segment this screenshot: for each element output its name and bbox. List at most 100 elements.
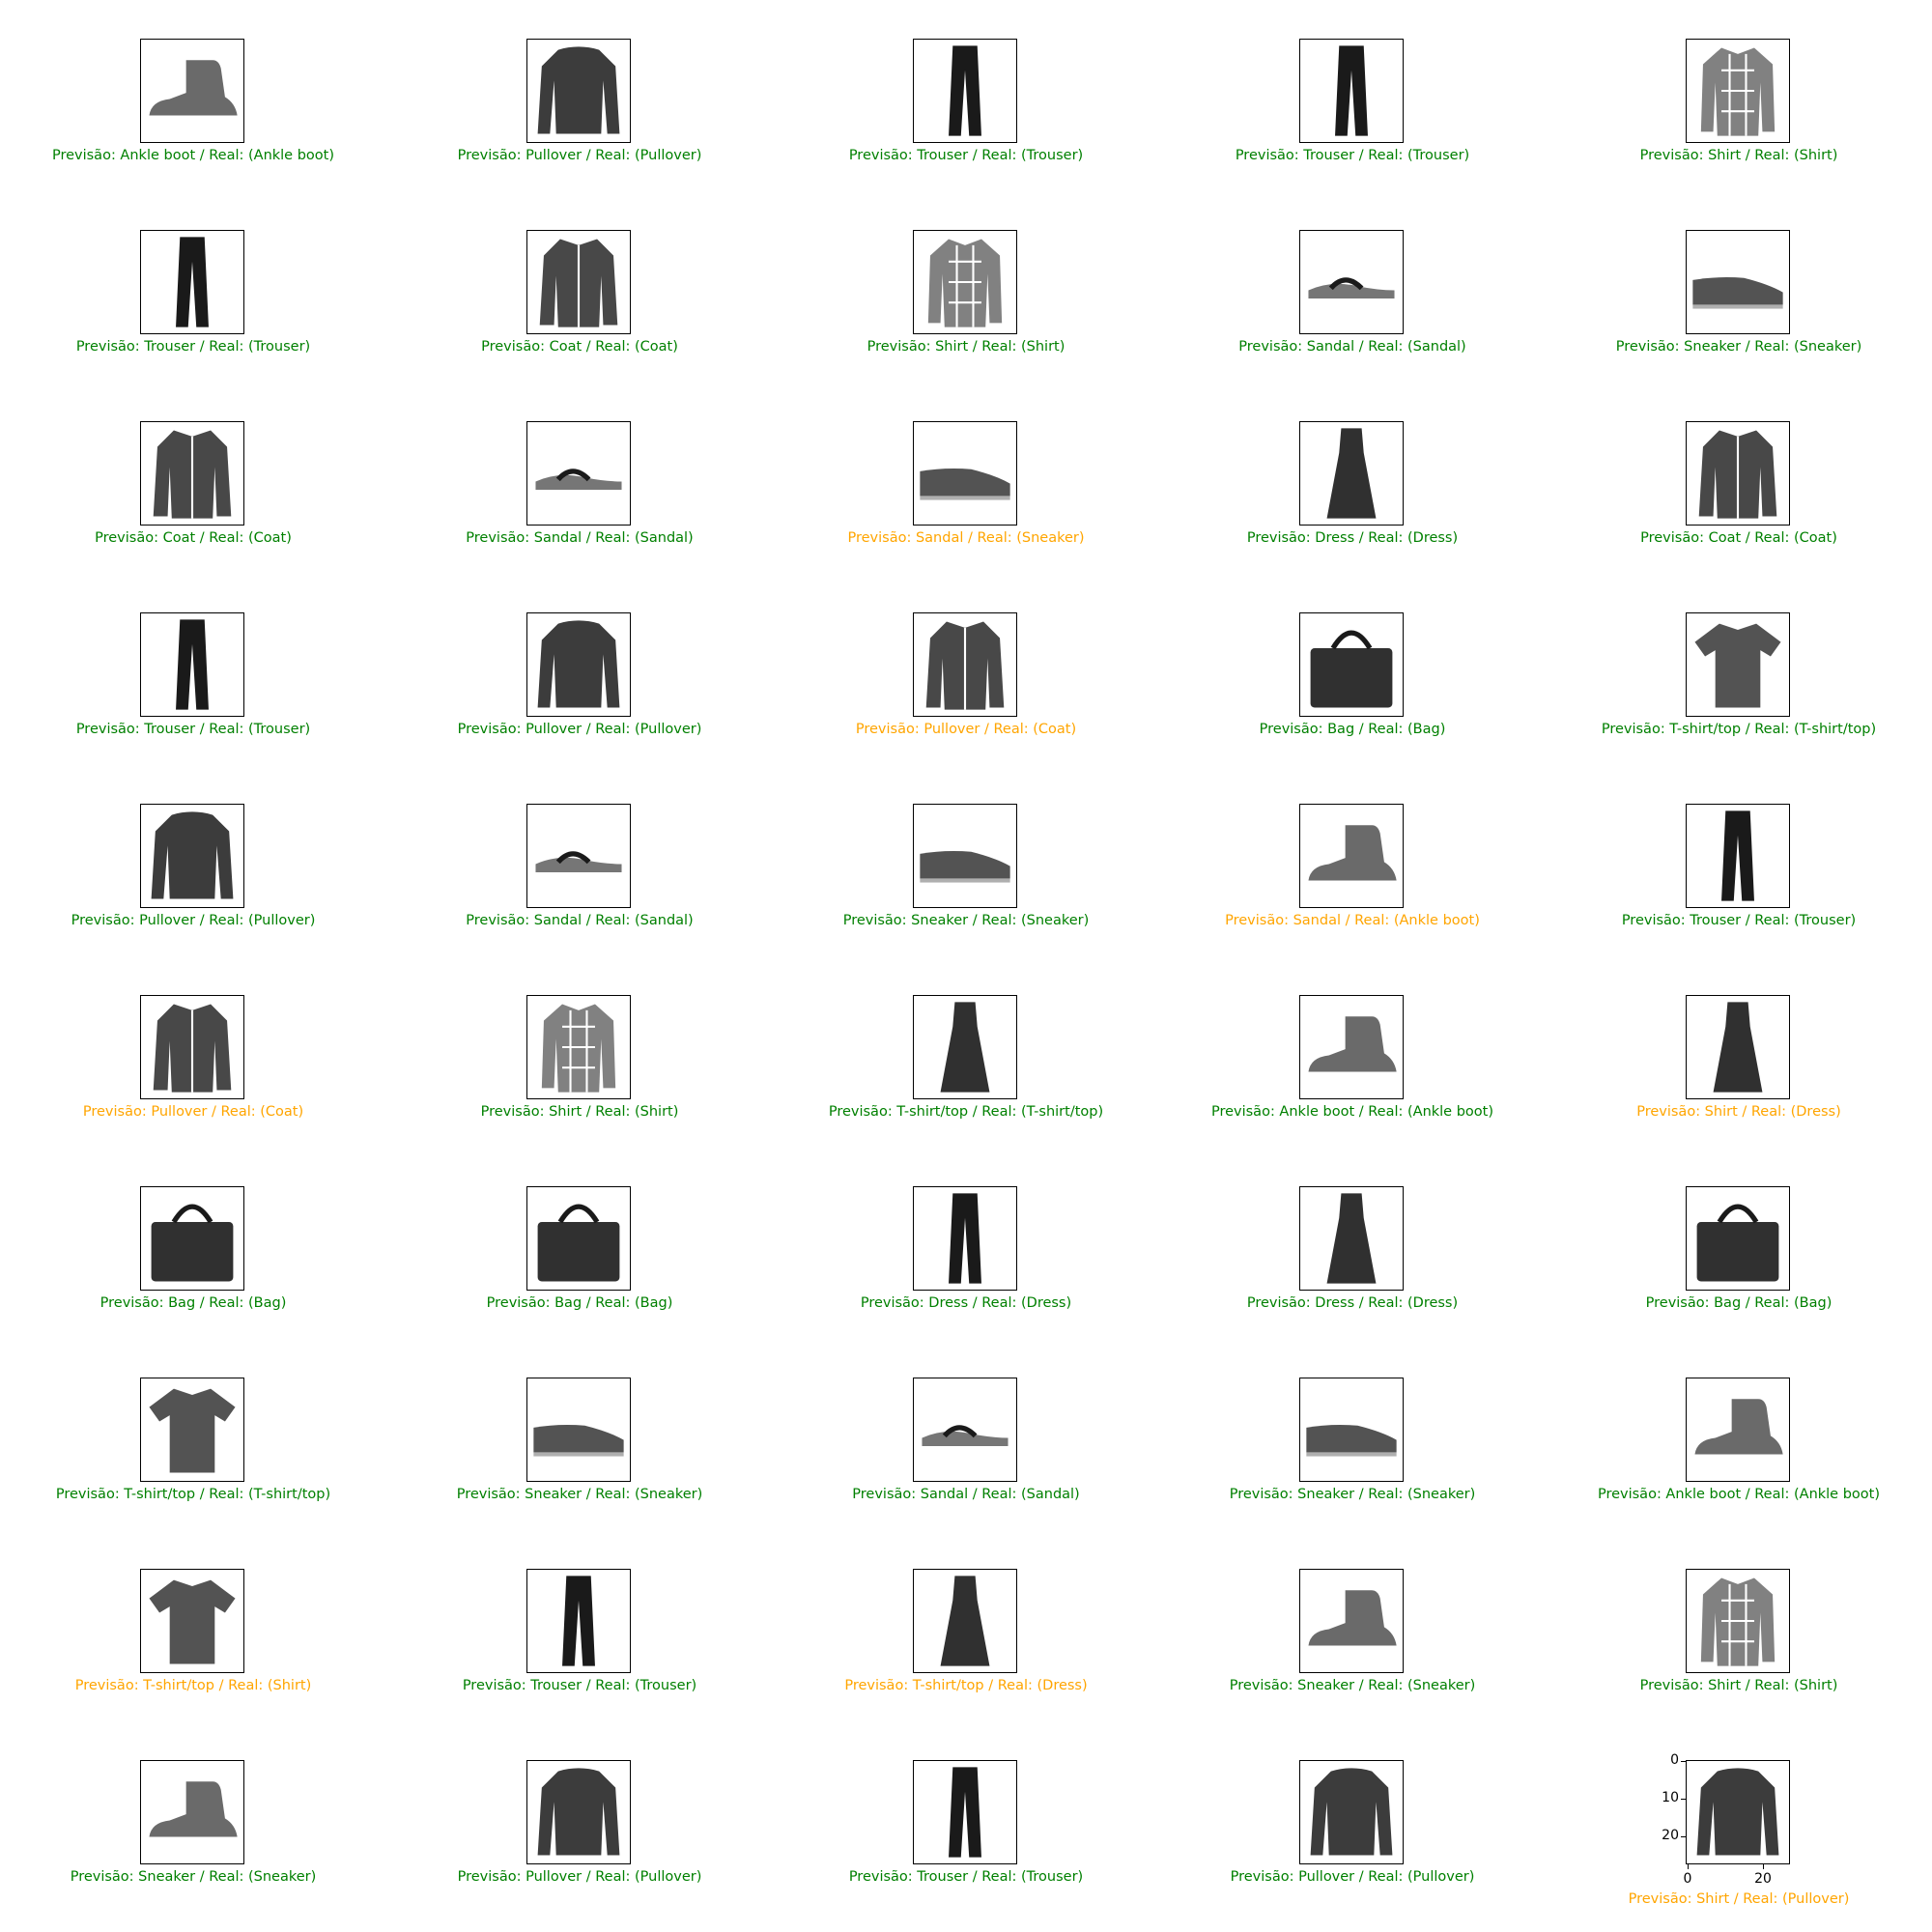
prediction-panel: Previsão: Sandal / Real: (Sandal): [1159, 191, 1546, 383]
prediction-panel: Previsão: Trouser / Real: (Trouser): [0, 191, 386, 383]
garment-thumbnail: [1299, 421, 1404, 526]
x-tick-label: 0: [1683, 1871, 1692, 1887]
prediction-panel: Previsão: Trouser / Real: (Trouser): [386, 1530, 773, 1721]
coat-icon: [153, 1004, 232, 1093]
prediction-caption: Previsão: Ankle boot / Real: (Ankle boot…: [51, 148, 335, 163]
prediction-panel: Previsão: Pullover / Real: (Coat): [0, 956, 386, 1148]
prediction-caption: Previsão: Dress / Real: (Dress): [860, 1295, 1072, 1311]
prediction-panel: Previsão: Trouser / Real: (Trouser): [773, 1721, 1159, 1913]
prediction-panel: Previsão: Shirt / Real: (Shirt): [773, 191, 1159, 383]
prediction-panel: Previsão: T-shirt/top / Real: (T-shirt/t…: [0, 1339, 386, 1530]
garment-thumbnail: [1299, 612, 1404, 717]
trouser-icon: [562, 1576, 595, 1666]
prediction-panel: Previsão: Sneaker / Real: (Sneaker): [1159, 1530, 1546, 1721]
garment-thumbnail: [913, 612, 1017, 717]
sneaker-icon: [920, 851, 1010, 883]
trouser-icon: [949, 45, 981, 136]
x-tick-mark: [1763, 1864, 1764, 1869]
prediction-caption: Previsão: Shirt / Real: (Shirt): [1639, 148, 1838, 163]
prediction-panel: Previsão: Ankle boot / Real: (Ankle boot…: [1159, 956, 1546, 1148]
prediction-panel: Previsão: Sneaker / Real: (Sneaker): [1546, 191, 1932, 383]
pullover-icon: [1696, 1768, 1779, 1856]
prediction-panel: Previsão: Shirt / Real: (Shirt): [1546, 0, 1932, 191]
prediction-panel: Previsão: Pullover / Real: (Pullover): [386, 574, 773, 765]
garment-thumbnail: [140, 1186, 244, 1291]
garment-thumbnail: [1686, 612, 1790, 717]
prediction-caption: Previsão: Trouser / Real: (Trouser): [75, 339, 311, 355]
prediction-caption: Previsão: Sneaker / Real: (Sneaker): [842, 913, 1090, 928]
y-tick-label: 20: [1662, 1828, 1679, 1843]
sandal-icon: [922, 1425, 1009, 1446]
garment-thumbnail: [913, 230, 1017, 334]
x-tick-label: 20: [1754, 1871, 1772, 1887]
prediction-caption: Previsão: Pullover / Real: (Coat): [82, 1104, 304, 1120]
garment-thumbnail: [1686, 1378, 1790, 1482]
coat-icon: [1698, 430, 1777, 519]
garment-thumbnail: [140, 230, 244, 334]
bag-icon: [151, 1204, 234, 1282]
prediction-panel: Previsão: Shirt / Real: (Dress): [1546, 956, 1932, 1148]
prediction-panel: Previsão: Sandal / Real: (Sandal): [773, 1339, 1159, 1530]
prediction-panel: Previsão: Trouser / Real: (Trouser): [773, 0, 1159, 191]
trouser-icon: [949, 1193, 981, 1284]
ankle-boot-icon: [1308, 1016, 1397, 1072]
garment-thumbnail: [913, 421, 1017, 526]
garment-thumbnail: [1299, 1569, 1404, 1673]
garment-thumbnail: [1299, 1760, 1404, 1864]
prediction-panel: Previsão: Dress / Real: (Dress): [1159, 383, 1546, 574]
garment-thumbnail: [140, 1569, 244, 1673]
tshirt-icon: [1694, 623, 1781, 708]
garment-thumbnail: [526, 230, 631, 334]
prediction-panel: Previsão: Dress / Real: (Dress): [1159, 1148, 1546, 1339]
sneaker-icon: [533, 1425, 624, 1457]
dress-icon: [940, 1576, 990, 1666]
shirt-icon: [927, 239, 1003, 327]
prediction-caption: Previsão: Sandal / Real: (Sneaker): [847, 530, 1085, 546]
prediction-caption: Previsão: Sandal / Real: (Sandal): [466, 530, 694, 546]
ankle-boot-icon: [149, 1781, 238, 1837]
bag-icon: [1310, 630, 1393, 708]
garment-thumbnail: [526, 39, 631, 143]
prediction-caption: Previsão: Ankle boot / Real: (Ankle boot…: [1597, 1487, 1881, 1502]
prediction-caption: Previsão: Sneaker / Real: (Sneaker): [1229, 1678, 1476, 1693]
prediction-caption: Previsão: Coat / Real: (Coat): [481, 339, 678, 355]
prediction-caption: Previsão: Pullover / Real: (Pullover): [71, 913, 316, 928]
prediction-caption: Previsão: Bag / Real: (Bag): [1645, 1295, 1833, 1311]
prediction-panel: Previsão: T-shirt/top / Real: (Dress): [773, 1530, 1159, 1721]
garment-thumbnail: [913, 39, 1017, 143]
prediction-panel: Previsão: Trouser / Real: (Trouser): [0, 574, 386, 765]
shirt-icon: [1700, 1577, 1776, 1666]
prediction-panel: Previsão: T-shirt/top / Real: (Shirt): [0, 1530, 386, 1721]
bag-icon: [1696, 1204, 1779, 1282]
garment-thumbnail: [526, 1186, 631, 1291]
prediction-panel: Previsão: Bag / Real: (Bag): [1159, 574, 1546, 765]
prediction-caption: Previsão: Pullover / Real: (Coat): [855, 722, 1077, 737]
prediction-panel: Previsão: Pullover / Real: (Coat): [773, 574, 1159, 765]
prediction-caption: Previsão: Sneaker / Real: (Sneaker): [70, 1869, 317, 1885]
coat-icon: [925, 621, 1005, 710]
garment-thumbnail: [1299, 230, 1404, 334]
coat-icon: [539, 239, 618, 327]
y-tick-label: 0: [1670, 1752, 1679, 1768]
dress-icon: [1326, 428, 1377, 519]
prediction-caption: Previsão: Shirt / Real: (Shirt): [867, 339, 1065, 355]
prediction-panel: Previsão: Pullover / Real: (Pullover): [1159, 1721, 1546, 1913]
prediction-panel: Previsão: Coat / Real: (Coat): [1546, 383, 1932, 574]
garment-thumbnail: [140, 804, 244, 908]
garment-thumbnail: [140, 1378, 244, 1482]
garment-thumbnail: [1686, 804, 1790, 908]
shirt-icon: [1700, 47, 1776, 136]
garment-thumbnail: [526, 804, 631, 908]
prediction-caption: Previsão: Ankle boot / Real: (Ankle boot…: [1210, 1104, 1494, 1120]
pullover-icon: [537, 46, 620, 134]
pullover-icon: [1310, 1768, 1393, 1856]
prediction-panel: Previsão: Pullover / Real: (Pullover): [386, 0, 773, 191]
prediction-panel: Previsão: Shirt / Real: (Shirt): [1546, 1530, 1932, 1721]
garment-thumbnail: [1299, 39, 1404, 143]
prediction-caption: Previsão: Pullover / Real: (Pullover): [457, 148, 702, 163]
y-tick-label: 10: [1662, 1790, 1679, 1805]
dress-icon: [1326, 1193, 1377, 1284]
ankle-boot-icon: [1308, 1590, 1397, 1646]
prediction-panel: Previsão: Sandal / Real: (Sandal): [386, 765, 773, 956]
